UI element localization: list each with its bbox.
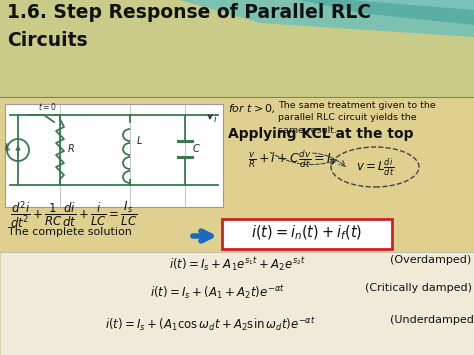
Text: $i$: $i$ [213, 113, 218, 124]
Bar [0, 0, 474, 97]
Text: The same treatment given to the
parallel RLC circuit yields the
same result.: The same treatment given to the parallel… [278, 101, 436, 135]
Bar [0, 97, 474, 355]
Text: $\frac{v}{R} + i + C\frac{dv}{dt} = I_s$: $\frac{v}{R} + i + C\frac{dv}{dt} = I_s$ [248, 148, 336, 170]
Polygon shape [300, 0, 474, 25]
Text: $i(t) = I_s + (A_1 + A_2t)e^{-\alpha t}$: $i(t) = I_s + (A_1 + A_2t)e^{-\alpha t}$ [150, 283, 285, 301]
Text: (Critically damped): (Critically damped) [365, 283, 472, 293]
Bar [0, 252, 474, 355]
FancyBboxPatch shape [222, 219, 392, 249]
Text: Circuits: Circuits [7, 31, 88, 50]
Text: (Overdamped): (Overdamped) [390, 255, 471, 265]
Polygon shape [350, 0, 474, 10]
Text: $L$: $L$ [136, 134, 143, 146]
Ellipse shape [331, 147, 419, 187]
Text: $t = 0$: $t = 0$ [38, 101, 57, 112]
Text: $i(t) = I_s + A_1e^{s_1t} + A_2e^{s_2t}$: $i(t) = I_s + A_1e^{s_1t} + A_2e^{s_2t}$ [169, 255, 305, 273]
Bar [5, 104, 223, 207]
Text: $\dfrac{d^2i}{dt^2} + \dfrac{1}{RC}\dfrac{di}{dt} + \dfrac{i}{LC} = \dfrac{I_s}{: $\dfrac{d^2i}{dt^2} + \dfrac{1}{RC}\dfra… [10, 200, 137, 231]
Text: $C$: $C$ [192, 142, 201, 154]
Text: 1.6. Step Response of Parallel RLC: 1.6. Step Response of Parallel RLC [7, 3, 371, 22]
Text: $v = L\frac{di}{dt}$: $v = L\frac{di}{dt}$ [356, 156, 394, 178]
Text: $I_s$: $I_s$ [4, 142, 12, 154]
Polygon shape [180, 0, 474, 37]
Text: for $t > 0$,: for $t > 0$, [228, 102, 276, 115]
Text: (Underdamped): (Underdamped) [390, 315, 474, 325]
Text: Applying KCL at the top: Applying KCL at the top [228, 127, 413, 141]
Text: $i(t) = I_s + (A_1\cos\omega_d t + A_2\sin\omega_d t)e^{-\alpha t}$: $i(t) = I_s + (A_1\cos\omega_d t + A_2\s… [105, 315, 315, 333]
Text: The complete solution: The complete solution [8, 227, 132, 237]
Text: $i(t) = i_n(t) + i_f(t)$: $i(t) = i_n(t) + i_f(t)$ [251, 224, 363, 242]
Text: $R$: $R$ [67, 142, 75, 154]
